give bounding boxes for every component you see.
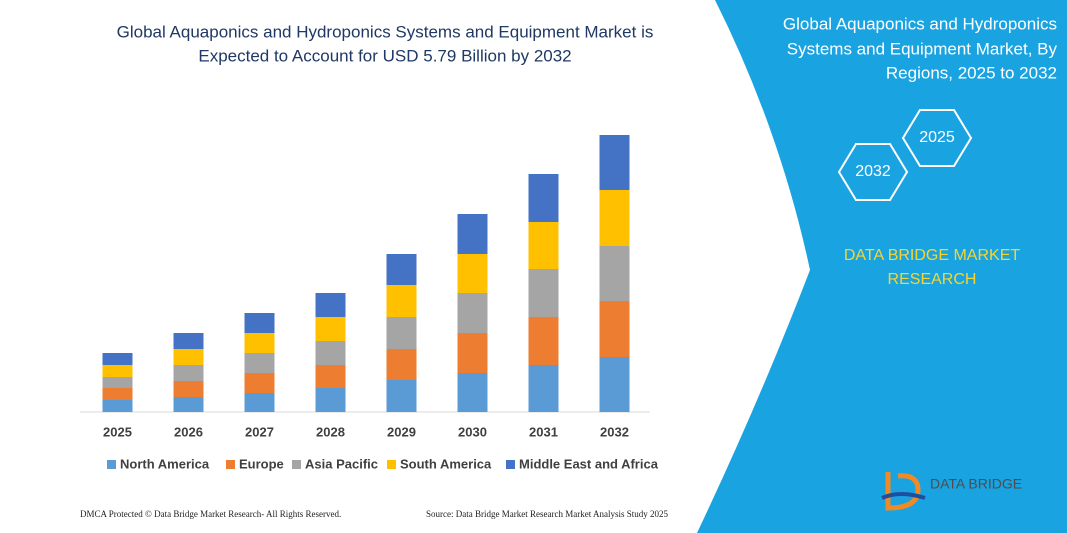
bar-segment <box>386 285 417 317</box>
legend-swatch <box>226 460 235 469</box>
x-tick-label: 2027 <box>245 424 274 439</box>
bar-segment <box>173 349 204 365</box>
bar-segment <box>528 365 559 412</box>
hexagon <box>901 109 973 167</box>
side-panel <box>697 0 1067 533</box>
panel-title: Regions, 2025 to 2032 <box>886 63 1057 82</box>
bar-segment <box>244 333 275 353</box>
hexagon-label: 2032 <box>855 163 891 180</box>
logo-icon <box>881 492 926 500</box>
x-tick-label: 2032 <box>600 424 629 439</box>
bar-segment <box>528 222 559 269</box>
x-tick-label: 2029 <box>387 424 416 439</box>
bar-segment <box>599 357 630 412</box>
x-tick-label: 2031 <box>529 424 558 439</box>
x-tick-label: 2028 <box>316 424 345 439</box>
bar-segment <box>102 365 133 377</box>
bar-segment <box>173 381 204 397</box>
bar-segment <box>315 293 346 317</box>
x-tick-label: 2025 <box>103 424 132 439</box>
legend-label: Asia Pacific <box>305 456 378 471</box>
bar-segment <box>102 388 133 400</box>
bar-segment <box>457 254 488 293</box>
panel-title: Global Aquaponics and Hydroponics <box>783 14 1057 33</box>
bar-segment <box>386 254 417 285</box>
logo-text: DATA BRIDGE <box>930 476 1022 492</box>
bar-segment <box>528 174 559 222</box>
legend-swatch <box>387 460 396 469</box>
bar-segment <box>244 373 275 393</box>
footer-left: DMCA Protected © Data Bridge Market Rese… <box>80 509 341 519</box>
legend-label: North America <box>120 456 210 471</box>
brand-text: RESEARCH <box>888 271 977 288</box>
hexagon-label: 2025 <box>919 129 955 146</box>
bar-segment <box>386 380 417 412</box>
legend-swatch <box>506 460 515 469</box>
legend-label: Europe <box>239 456 284 471</box>
legend-swatch <box>107 460 116 469</box>
brand-text: DATA BRIDGE MARKET <box>844 247 1021 264</box>
bar-segment <box>315 365 346 388</box>
title-line: Expected to Account for USD 5.79 Billion… <box>198 46 571 65</box>
x-tick-label: 2026 <box>174 424 203 439</box>
legend-label: South America <box>400 456 492 471</box>
bar-segment <box>173 333 204 349</box>
bar-segment <box>386 317 417 349</box>
bar-segment <box>315 317 346 341</box>
bar-segment <box>244 393 275 412</box>
bar-segment <box>457 214 488 254</box>
logo-icon <box>885 472 921 511</box>
bar-segment <box>244 353 275 373</box>
hexagon <box>837 143 909 201</box>
bar-segment <box>457 373 488 412</box>
bar-segment <box>599 301 630 357</box>
bar-segment <box>528 269 559 317</box>
x-tick-label: 2030 <box>458 424 487 439</box>
bar-segment <box>528 317 559 365</box>
bar-segment <box>173 397 204 412</box>
footer-right: Source: Data Bridge Market Research Mark… <box>426 509 668 519</box>
bar-segment <box>599 135 630 190</box>
legend-swatch <box>292 460 301 469</box>
bar-segment <box>102 400 133 412</box>
bar-segment <box>599 246 630 301</box>
bar-segment <box>457 333 488 373</box>
bar-segment <box>244 313 275 333</box>
legend-label: Middle East and Africa <box>519 456 659 471</box>
bar-segment <box>386 349 417 380</box>
bar-segment <box>102 353 133 365</box>
bar-segment <box>102 377 133 388</box>
bar-segment <box>315 341 346 365</box>
bar-segment <box>315 388 346 412</box>
bar-segment <box>599 190 630 246</box>
bar-segment <box>173 365 204 381</box>
panel-title: Systems and Equipment Market, By <box>787 39 1058 58</box>
bar-segment <box>457 293 488 333</box>
title-line: Global Aquaponics and Hydroponics System… <box>117 22 654 41</box>
